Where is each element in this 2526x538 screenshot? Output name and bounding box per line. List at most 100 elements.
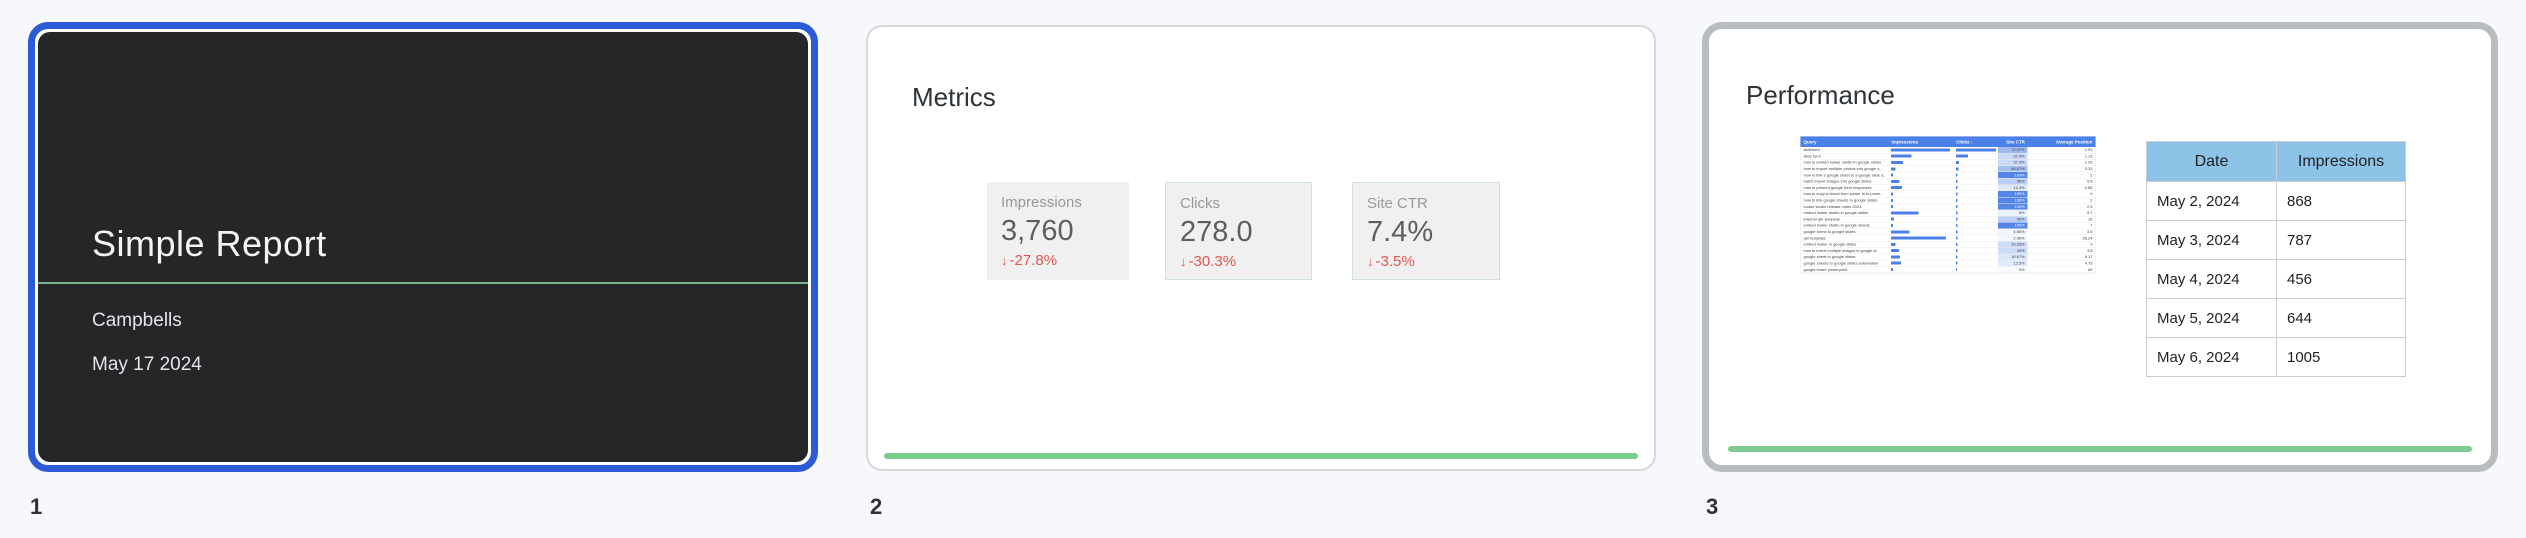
table-row: May 3, 2024 787 [2147,220,2405,259]
table-cell: May 2, 2024 [2157,192,2240,210]
slide-1-canvas: Simple Report Campbells May 17 2024 [38,32,808,462]
scorecard-site-ctr: Site CTR 7.4% ↓ -3.5% [1352,182,1500,280]
impressions-bar [1891,249,1899,253]
impressions-bar [1891,186,1902,190]
query-row: google sheets to google slides automatio… [1800,260,2096,267]
table-row: May 4, 2024 456 [2147,259,2405,298]
accent-bar [1728,446,2472,452]
query-row: qbr template 2.46% 26.24 [1800,235,2096,242]
query-row: how to insert multiple images in google … [1800,247,2096,255]
impressions-bar [1891,154,1912,158]
table-row: May 6, 2024 1005 [2147,337,2405,376]
clicks-bar [1955,205,1958,209]
impressions-bar [1891,223,1893,227]
query-row: embed looker studio in google slides 5% 9.… [1800,209,2096,217]
slide-number-1: 1 [30,494,43,519]
table-row: May 2, 2024 868 [2147,181,2405,220]
column-header: Impressions [2276,142,2405,181]
impressions-bar [1891,205,1893,209]
table-cell: 456 [2276,260,2405,298]
impressions-bar [1891,236,1947,240]
clicks-bar [1955,192,1958,196]
clicks-bar [1955,167,1959,171]
scorecard-delta: ↓ -30.3% [1180,254,1297,270]
impressions-bar [1891,173,1893,177]
impressions-bar [1891,268,1893,272]
slide-date: May 17 2024 [92,354,202,375]
delta-value: -30.3% [1188,253,1237,270]
clicks-bar [1955,148,1996,152]
impressions-table: Date Impressions May 2, 2024 868 May 3, 2024… [2146,141,2406,377]
clicks-bar [1955,230,1958,234]
query-row: google sheet to google slides 16.67% 6.17 [1800,254,2096,261]
query-row: looker studio release notes 2024 100% 2.5 [1800,203,2096,210]
clicks-bar [1955,179,1958,183]
clicks-bar [1955,242,1958,246]
clicks-bar [1955,186,1958,190]
slide-title: Simple Report [92,223,327,264]
impressions-bar [1891,217,1895,221]
slide-thumbnail-3[interactable]: Performance Query Impressions Clicks ↓ Site… [1702,22,2498,472]
query-row: how to copy a visual from power bi to po… [1800,191,2096,198]
impressions-bar [1891,255,1901,259]
impressions-bar [1891,160,1903,164]
impressions-bar [1891,148,1951,152]
impressions-bar [1891,230,1910,234]
table-cell: May 5, 2024 [2157,309,2240,327]
scorecard-delta: ↓ -3.5% [1367,254,1485,270]
query-row: embed looker studio in google sheets 100%… [1800,222,2096,229]
down-arrow-icon: ↓ [1001,253,1008,268]
slide-thumbnail-1[interactable]: Simple Report Campbells May 17 2024 [28,22,818,472]
clicks-bar [1955,211,1958,215]
down-arrow-icon: ↓ [1180,254,1187,269]
query-row: embed looker in google slides 33.33% 3 [1800,241,2096,248]
table-header-row: Date Impressions [2147,142,2405,181]
clicks-bar [1955,154,1968,158]
down-arrow-icon: ↓ [1367,254,1374,269]
table-cell: May 6, 2024 [2157,348,2240,366]
query-row: google share powerpoint 0% 65 [1800,266,2096,273]
scorecard-value: 3,760 [1001,215,1074,247]
delta-value: -3.5% [1375,253,1415,270]
scorecard-value: 278.0 [1180,216,1253,248]
scorecard-impressions: Impressions 3,760 ↓ -27.8% [987,182,1129,280]
table-row: May 5, 2024 644 [2147,298,2405,337]
table-cell: May 4, 2024 [2157,270,2240,288]
clicks-bar [1955,261,1958,265]
table-cell: 644 [2276,299,2405,337]
clicks-bar [1955,198,1958,202]
query-row: slide form 37.5% 1.13 [1800,153,2096,160]
slide-number-2: 2 [870,494,883,519]
impressions-bar [1891,198,1893,202]
slide-3-canvas: Performance Query Impressions Clicks ↓ Site… [1712,32,2488,462]
query-row: how to import multiple photos into googl… [1800,165,2096,173]
clicks-bar [1955,173,1958,177]
clicks-bar [1955,249,1958,253]
query-row: how to link a google sheet to a google s… [1800,172,2096,179]
queries-table-header: Query Impressions Clicks ↓ Site CTR Average … [1800,136,2096,147]
queries-table: Query Impressions Clicks ↓ Site CTR Average … [1800,136,2096,274]
scorecard-clicks: Clicks 278.0 ↓ -30.3% [1165,182,1312,280]
clicks-bar [1955,236,1958,240]
slide-thumbnail-2[interactable]: Metrics Impressions 3,760 ↓ -27.8% Clicks… [866,25,1656,471]
slide-subtitle: Campbells [92,310,182,331]
impressions-bar [1891,242,1896,246]
clicks-bar [1955,268,1957,272]
query-row: slideform 72.97% 1.03 [1800,147,2096,154]
scorecard-value: 7.4% [1367,216,1434,248]
queries-table-image: Query Impressions Clicks ↓ Site CTR Average … [1800,136,2096,274]
clicks-bar [1955,223,1958,227]
table-cell: 868 [2276,182,2405,220]
title-divider [38,282,808,284]
scorecard-label: Site CTR [1367,195,1428,212]
column-header: Date [2147,142,2276,181]
scorecard-label: Impressions [1001,194,1082,211]
slide-heading: Performance [1746,80,1895,110]
slide-heading: Metrics [912,82,996,112]
scorecard-label: Clicks [1180,195,1220,212]
impressions-bar [1891,167,1896,171]
query-row: how to embed looker studio in google sli… [1800,159,2096,166]
clicks-bar [1955,160,1960,164]
scorecard-delta: ↓ -27.8% [1001,253,1115,269]
